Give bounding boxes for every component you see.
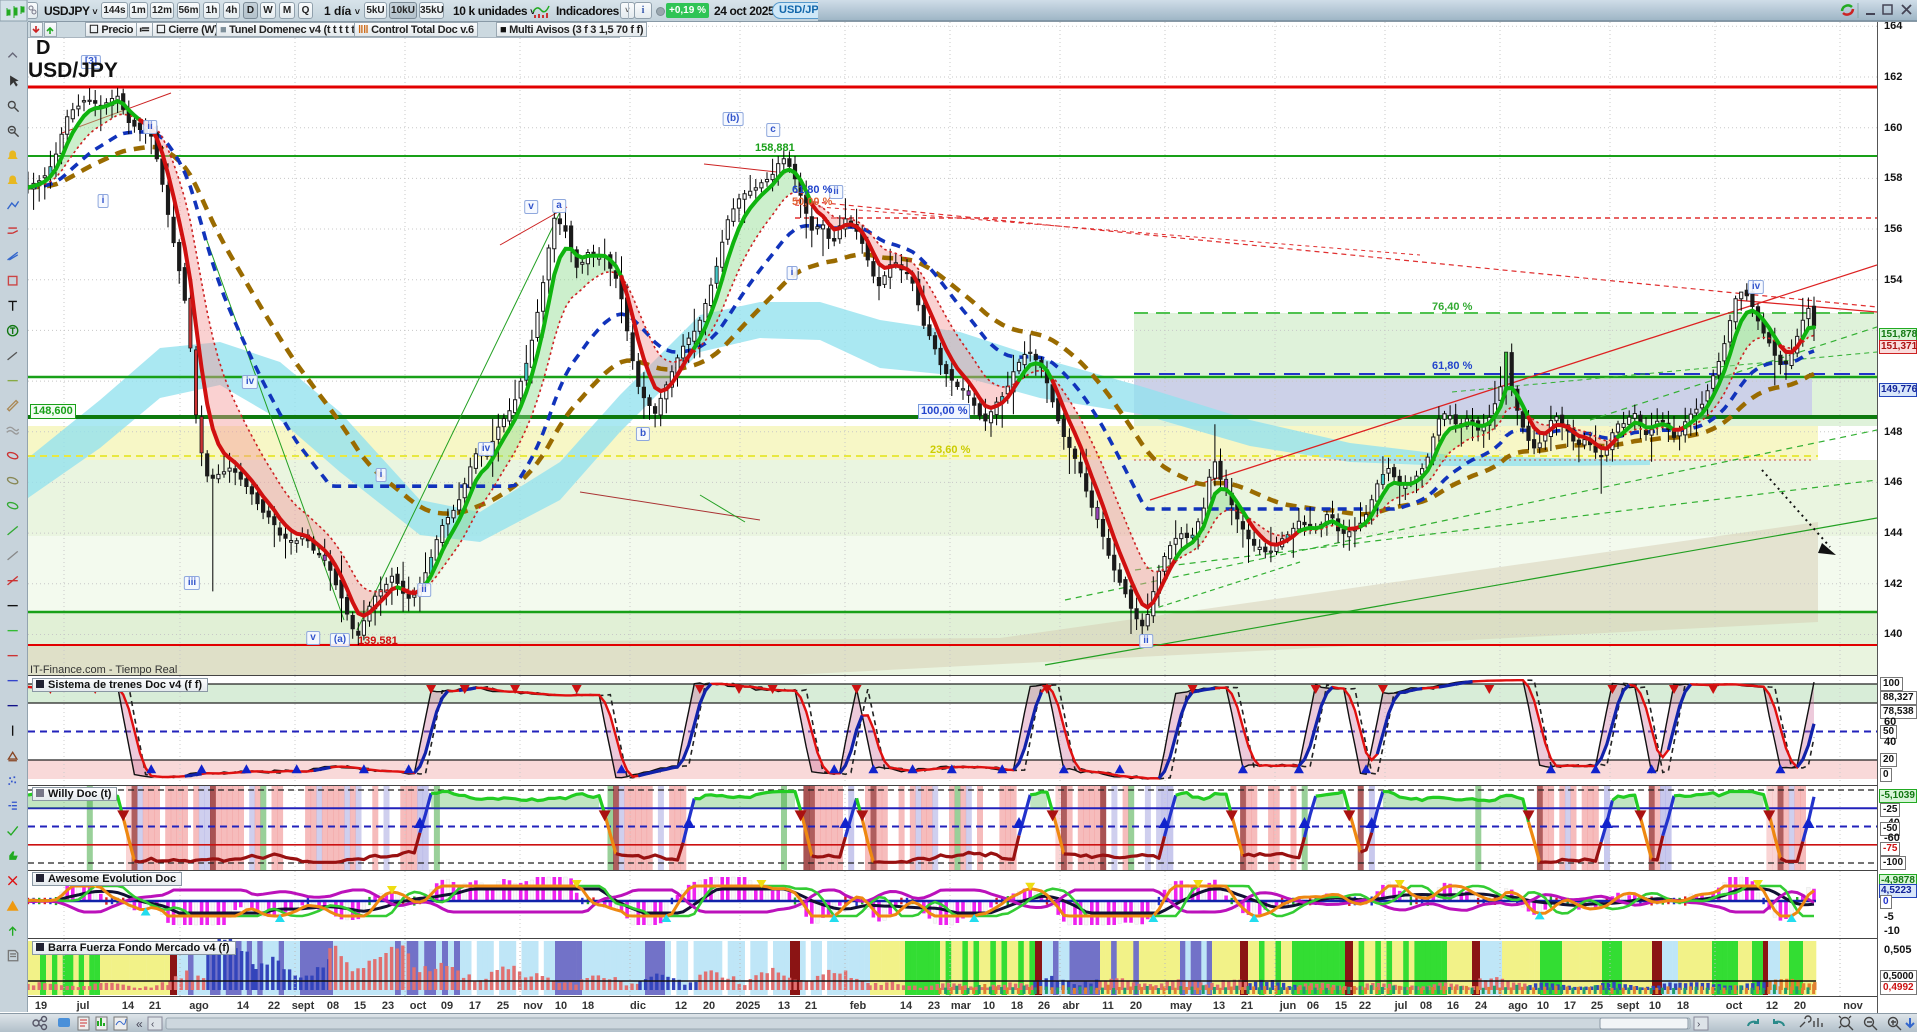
svg-text:«: « [136,1017,143,1031]
svg-text:›: › [1697,1019,1700,1030]
svg-text:‹: ‹ [151,1019,154,1030]
